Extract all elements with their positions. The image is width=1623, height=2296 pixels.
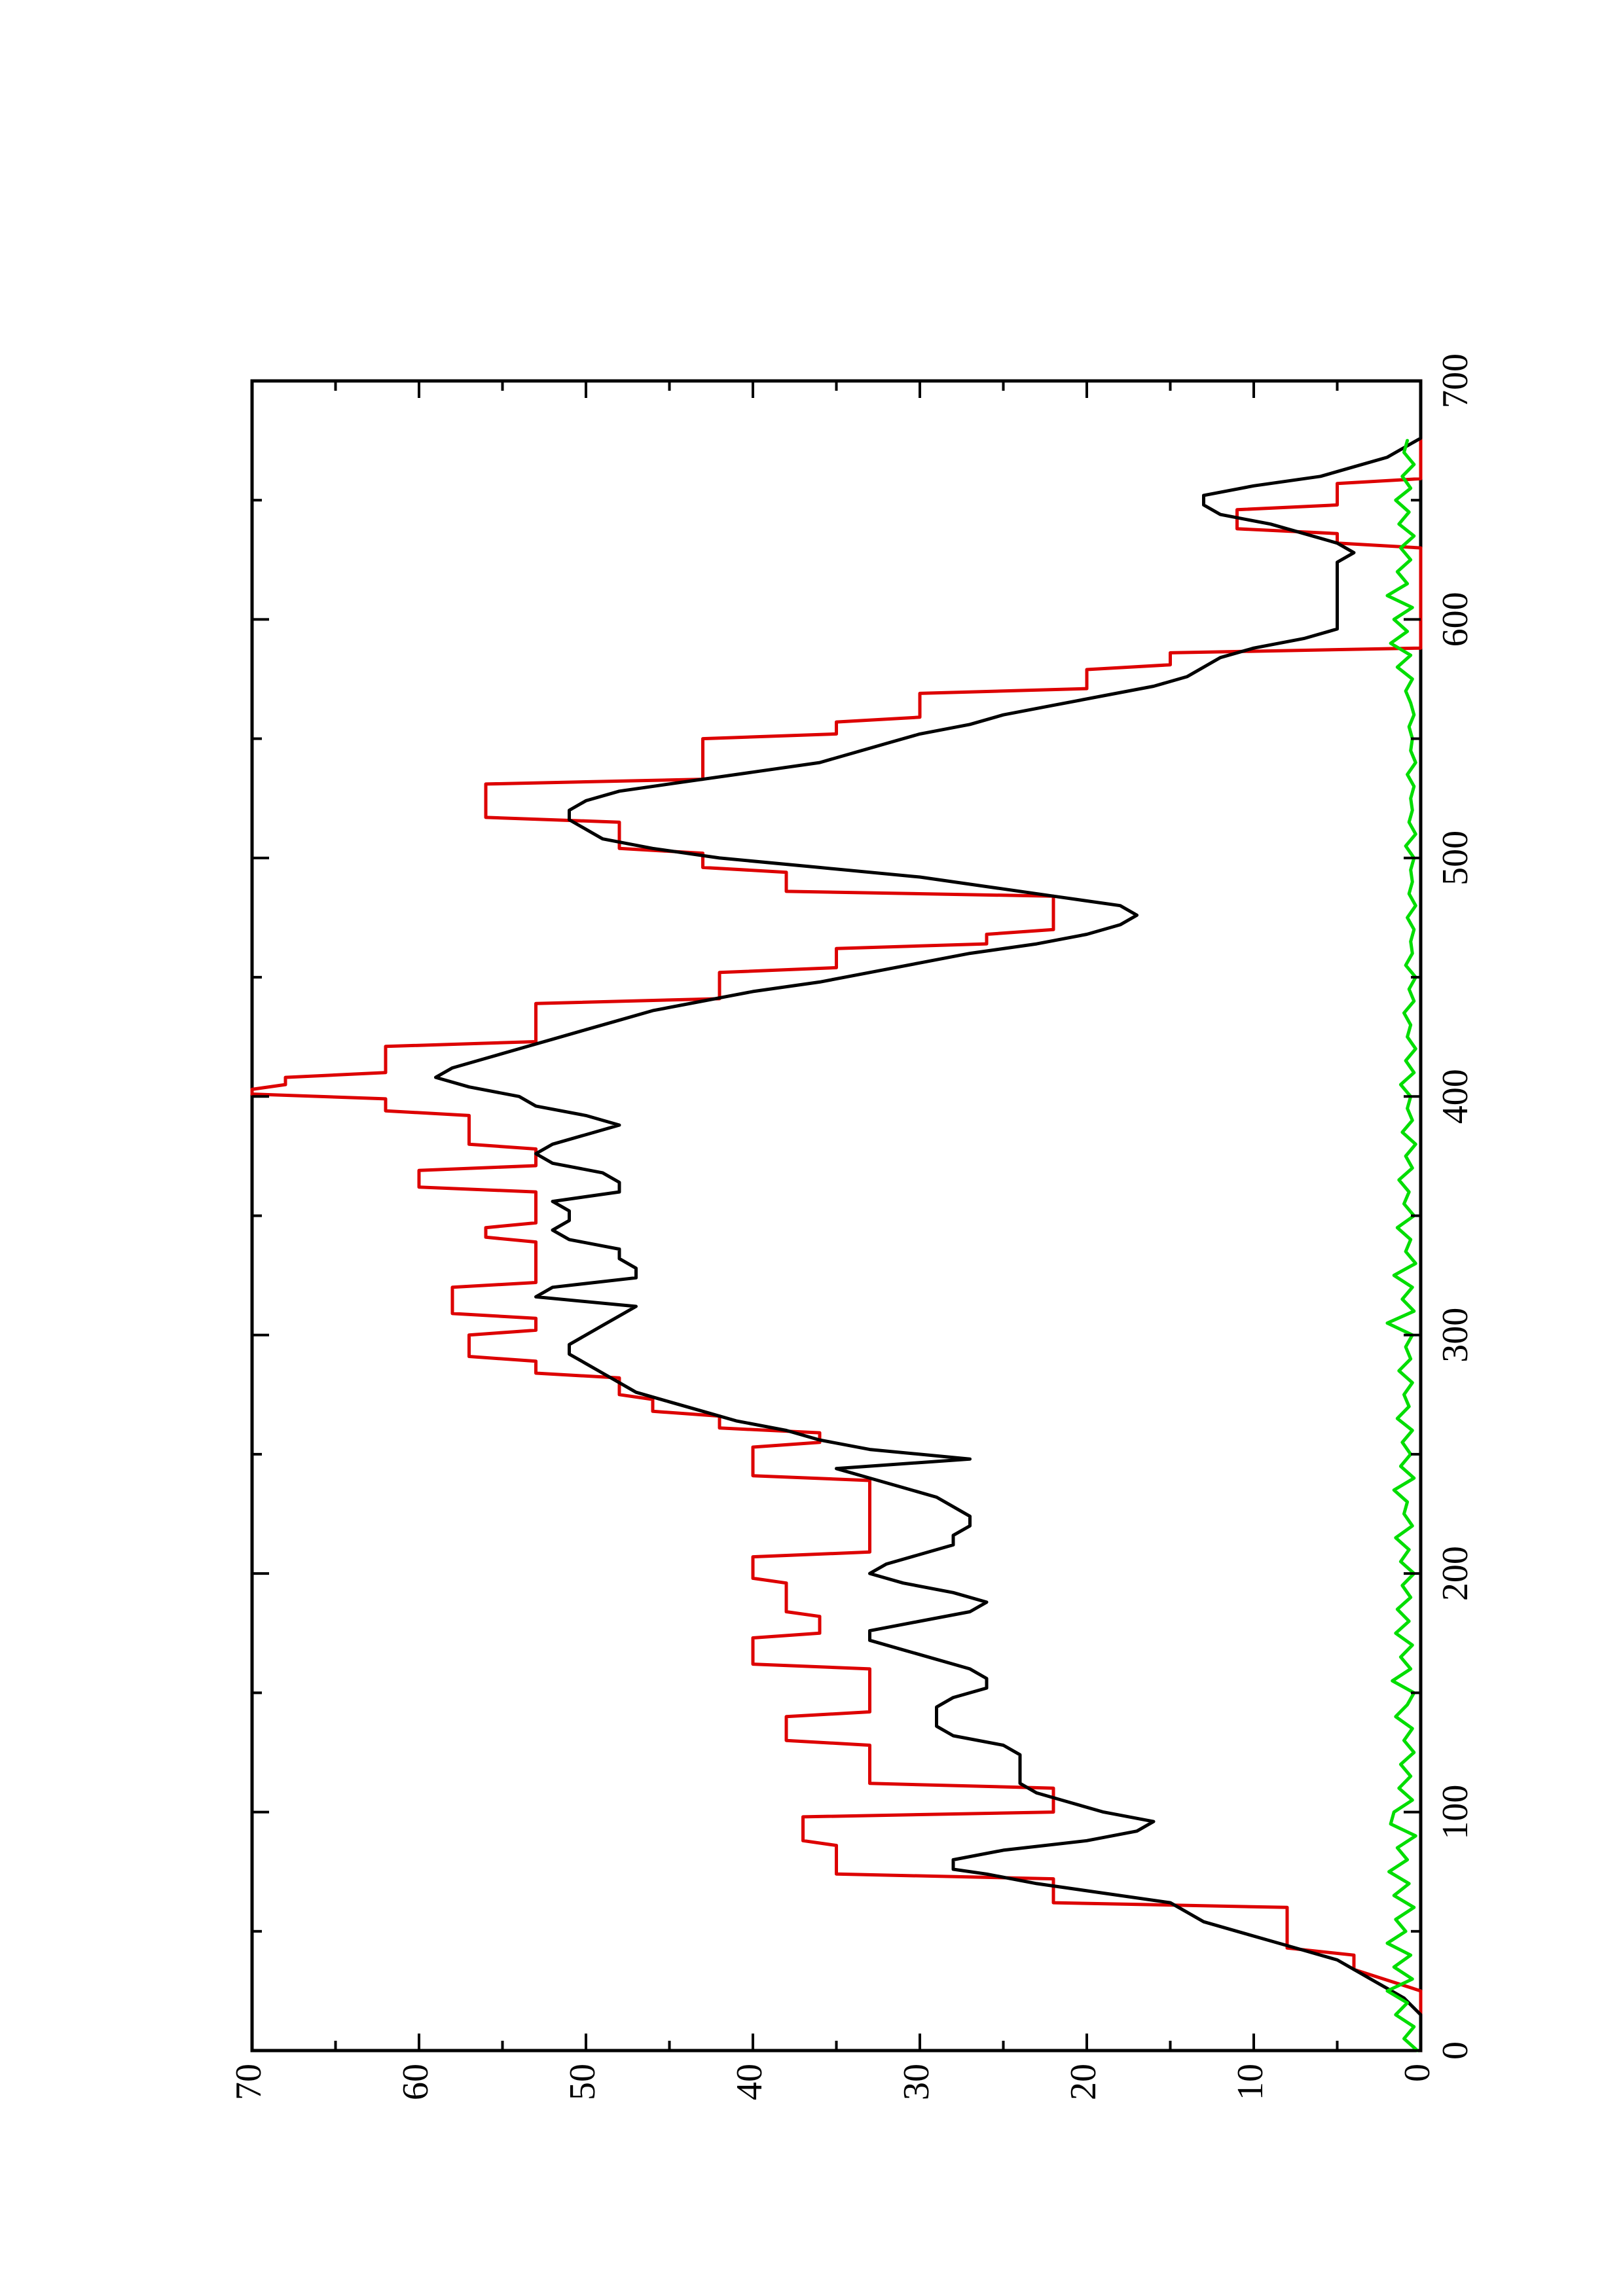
y-tick-label: 50: [562, 2064, 603, 2100]
y-tick-label: 60: [395, 2064, 436, 2100]
y-tick-label: 30: [896, 2064, 937, 2100]
x-tick-label: 400: [1435, 1069, 1476, 1124]
x-tick-label: 0: [1435, 2041, 1476, 2060]
y-tick-label: 0: [1397, 2064, 1438, 2082]
x-tick-label: 700: [1435, 353, 1476, 408]
x-tick-label: 500: [1435, 831, 1476, 886]
series-line-2: [1385, 439, 1419, 2053]
y-tick-label: 20: [1063, 2064, 1104, 2100]
x-tick-label: 200: [1435, 1546, 1476, 1601]
y-tick-label: 70: [228, 2064, 269, 2100]
y-tick-label: 10: [1230, 2064, 1271, 2100]
series-layer: [250, 379, 1423, 2053]
x-tick-label: 300: [1435, 1308, 1476, 1363]
series-line-1: [434, 379, 1423, 2053]
x-tick-label: 100: [1435, 1785, 1476, 1840]
series-line-0: [250, 379, 1423, 2053]
plot-frame: [250, 379, 1423, 2053]
tick-label-layer: 0 100 200 300 400 500 600 700 0 10 20 30 40 50 60 70: [228, 353, 1476, 2100]
y-tick-label: 40: [729, 2064, 770, 2100]
x-tick-label: 600: [1435, 592, 1476, 647]
tick-layer: [251, 380, 1422, 2052]
